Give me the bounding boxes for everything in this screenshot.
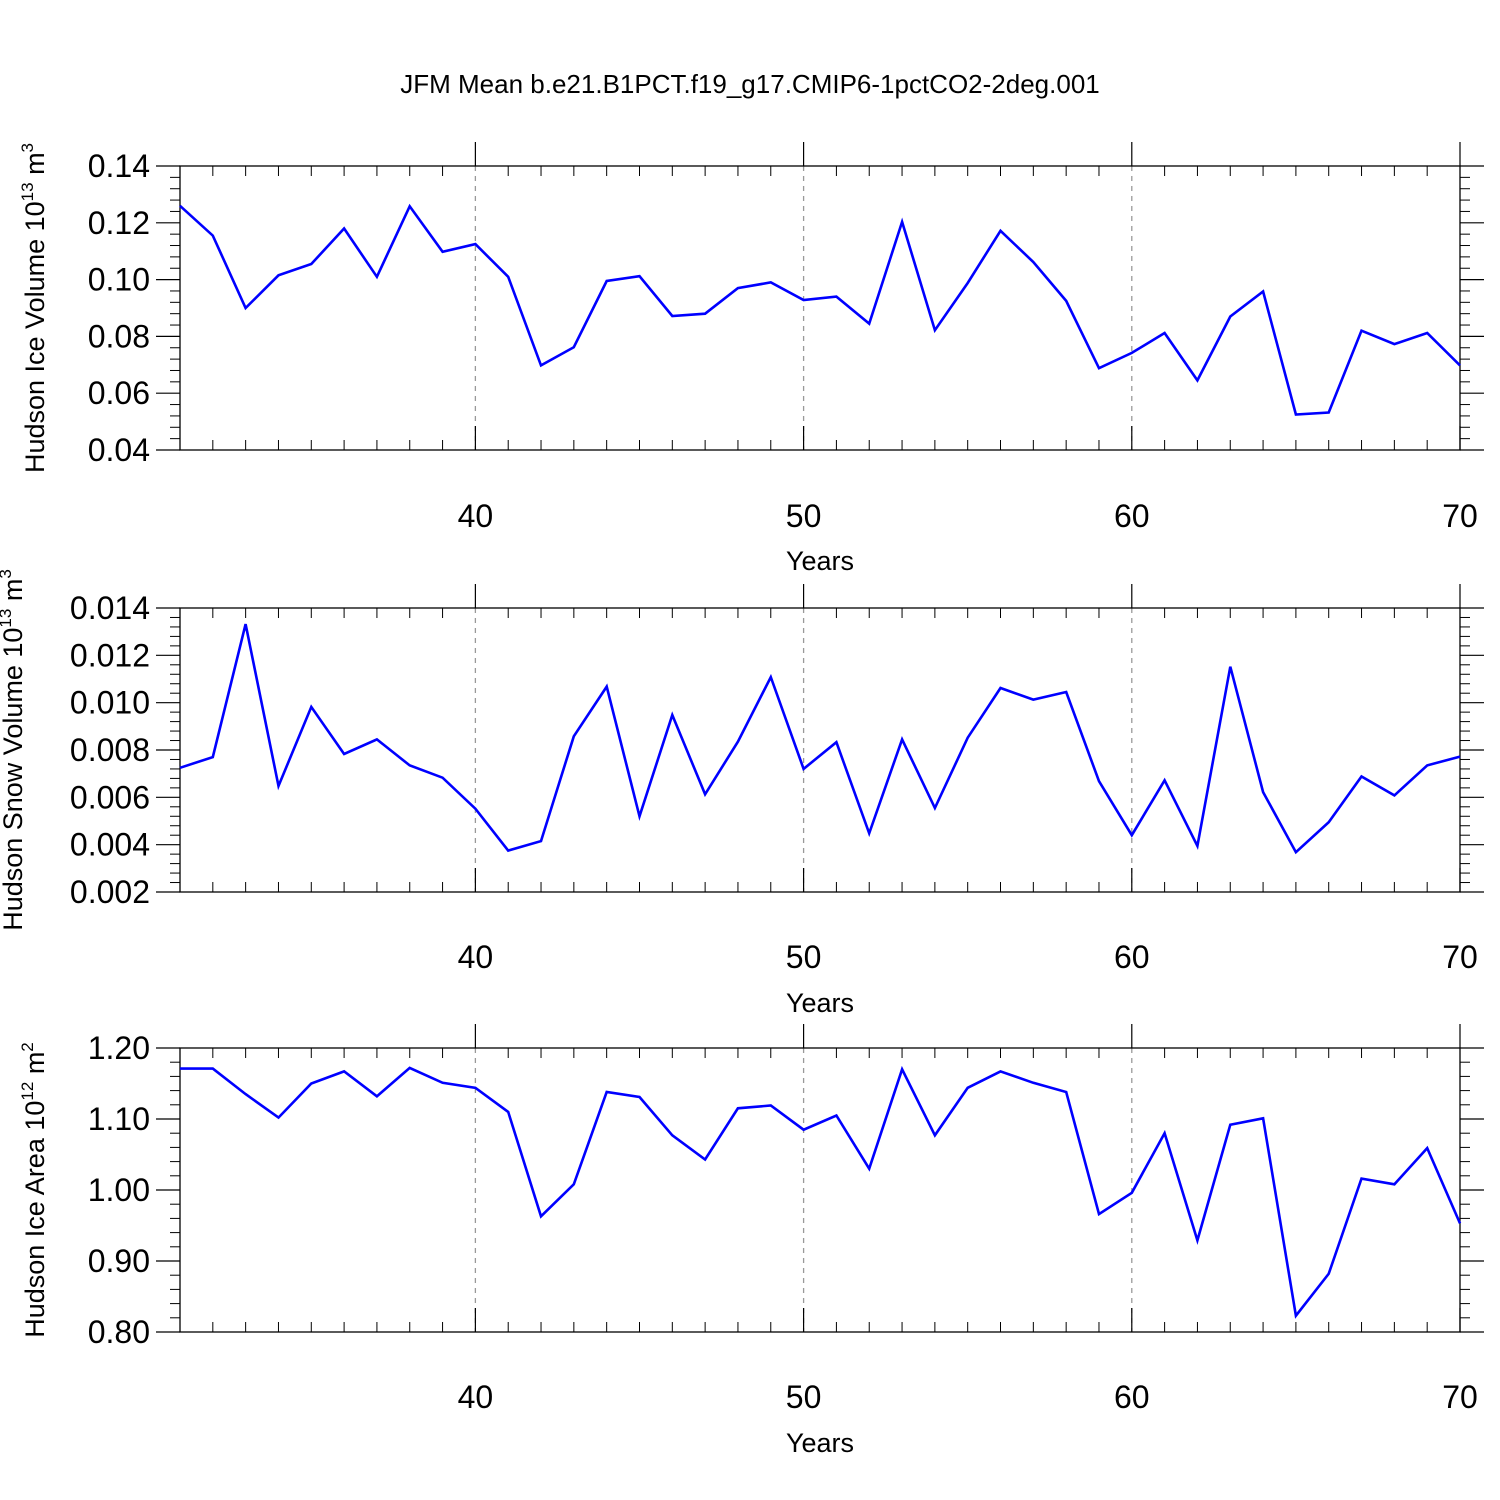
x-tick-label: 60 xyxy=(1114,939,1150,975)
y-axis-label-superscript: 2 xyxy=(18,1042,37,1051)
y-tick-label: 0.10 xyxy=(88,262,150,298)
x-tick-label: 40 xyxy=(458,939,494,975)
x-axis-label: Years xyxy=(786,546,854,576)
y-tick-label: 0.06 xyxy=(88,375,150,411)
y-tick-label: 1.20 xyxy=(88,1030,150,1066)
y-axis-label-superscript: 13 xyxy=(18,182,37,201)
y-tick-label: 0.08 xyxy=(88,318,150,354)
y-tick-label: 0.04 xyxy=(88,432,150,468)
y-axis-label-text: Hudson Snow Volume 10 xyxy=(0,628,28,931)
y-axis-label-superscript: 3 xyxy=(18,143,37,152)
x-axis-label: Years xyxy=(786,1428,854,1458)
y-axis-label: Hudson Snow Volume 1013 m3 xyxy=(0,569,28,931)
x-tick-label: 50 xyxy=(786,498,822,534)
plot-frame xyxy=(179,165,1461,451)
y-axis-label-superscript: 3 xyxy=(0,569,15,578)
y-axis-label-text: m xyxy=(20,152,50,182)
y-tick-label: 0.002 xyxy=(70,874,150,910)
series-line xyxy=(179,623,1461,855)
y-tick-label: 1.00 xyxy=(88,1172,150,1208)
x-tick-label: 70 xyxy=(1442,939,1478,975)
y-tick-label: 0.008 xyxy=(70,732,150,768)
chart-panel-2: 0.002 0.004 0.006 0.008 0.010 0.012 0.014 40 50 6… xyxy=(0,569,1484,1018)
plot-frame xyxy=(179,607,1461,893)
x-tick-label: 70 xyxy=(1442,498,1478,534)
x-axis-label: Years xyxy=(786,988,854,1018)
y-tick-label: 0.012 xyxy=(70,637,150,673)
y-axis-label-superscript: 13 xyxy=(0,609,15,628)
series-line xyxy=(180,1065,1462,1319)
y-tick-label: 0.006 xyxy=(70,779,150,815)
y-tick-label: 0.90 xyxy=(88,1243,150,1279)
chart-panel-1: 0.04 0.06 0.08 0.10 0.12 0.14 40 50 60 70 Years Hud… xyxy=(18,142,1484,576)
y-tick-label: 0.12 xyxy=(88,205,150,241)
chart-title: JFM Mean b.e21.B1PCT.f19_g17.CMIP6-1pctC… xyxy=(400,69,1100,99)
y-axis-label: Hudson Ice Area 1012 m2 xyxy=(18,1042,50,1338)
y-tick-label: 0.004 xyxy=(70,827,150,863)
y-axis-label-text: m xyxy=(0,579,28,609)
y-tick-label: 0.80 xyxy=(88,1314,150,1350)
y-tick-label: 1.10 xyxy=(88,1101,150,1137)
x-tick-label: 60 xyxy=(1114,498,1150,534)
y-axis-label-superscript: 12 xyxy=(18,1082,37,1101)
y-tick-label: 0.010 xyxy=(70,685,150,721)
y-axis-label-text: Hudson Ice Area 10 xyxy=(20,1101,50,1338)
x-tick-label: 70 xyxy=(1442,1379,1478,1415)
x-tick-label: 40 xyxy=(458,1379,494,1415)
y-axis-label-text: Hudson Ice Volume 10 xyxy=(20,201,50,473)
x-tick-label: 50 xyxy=(786,1379,822,1415)
x-tick-label: 40 xyxy=(458,498,494,534)
y-axis-label: Hudson Ice Volume 1013 m3 xyxy=(18,143,50,473)
series-line xyxy=(179,203,1461,416)
y-tick-label: 0.014 xyxy=(70,590,150,626)
x-tick-label: 60 xyxy=(1114,1379,1150,1415)
y-axis-label-text: m xyxy=(20,1052,50,1082)
chart-panel-3: 0.80 0.90 1.00 1.10 1.20 40 50 60 70 Years Hudson … xyxy=(18,1024,1484,1458)
y-tick-label: 0.14 xyxy=(88,148,150,184)
chart-panels: 0.04 0.06 0.08 0.10 0.12 0.14 40 50 60 70 Years Hud… xyxy=(0,142,1484,1458)
x-tick-label: 50 xyxy=(786,939,822,975)
plot-frame xyxy=(179,1047,1461,1333)
